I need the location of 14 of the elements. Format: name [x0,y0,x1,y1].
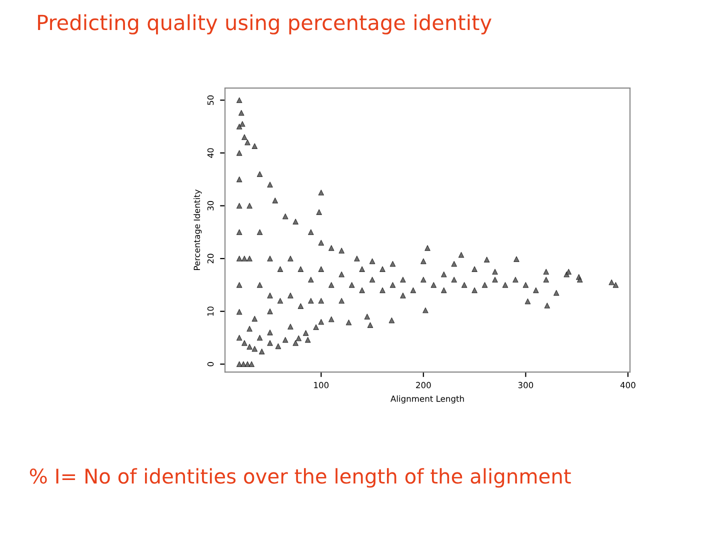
y-tick-label: 50 [207,95,214,105]
chart-title: Predicting quality using percentage identity [38,14,492,34]
y-tick-label: 10 [207,306,214,316]
x-tick-label: 100 [314,382,329,388]
text: % I= No of identities over the length of the alignment [30,468,571,488]
y-tick-label: 40 [207,148,214,158]
x-tick-label: 300 [518,382,534,388]
y-tick-label: 0 [207,362,214,366]
y-tick-label: 20 [207,254,214,264]
x-axis-title: Alignment Length [390,395,464,404]
x-tick-label: 200 [416,382,431,388]
y-axis-title: Percentage Identity [194,190,202,270]
x-tick-label: 400 [620,382,636,388]
y-tick-label: 30 [207,201,214,210]
